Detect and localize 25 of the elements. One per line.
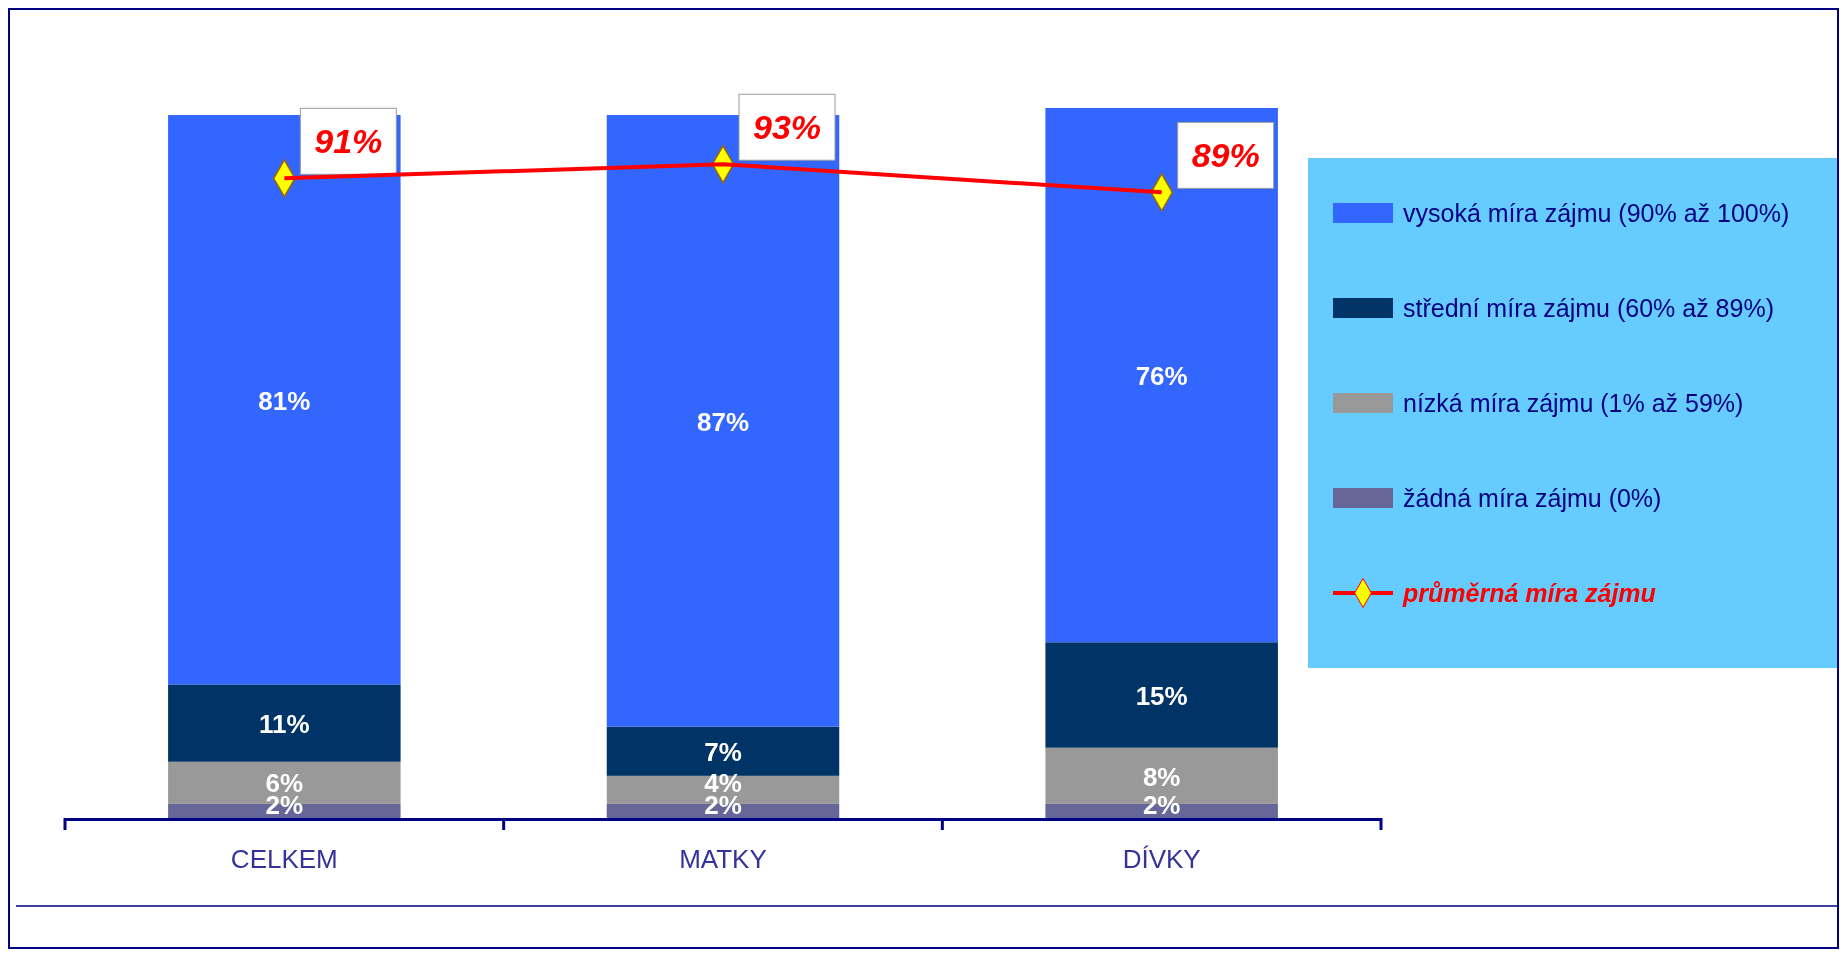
bar <box>168 684 401 762</box>
data-label: 76% <box>1135 361 1188 392</box>
data-label: 8% <box>1142 761 1181 792</box>
x-tick-label: DÍVKY <box>1122 844 1201 874</box>
legend-label: nízká míra zájmu (1% až 59%) <box>1403 389 1744 417</box>
data-label: 93% <box>752 108 822 147</box>
data-label: 2% <box>1142 790 1181 820</box>
x-tick-label: CELKEM <box>230 844 338 874</box>
legend-label: průměrná míra zájmu <box>1402 579 1656 607</box>
data-label: 11% <box>259 709 310 740</box>
data-label: 87% <box>696 406 750 437</box>
data-label: 15% <box>1135 680 1188 711</box>
bar <box>606 115 840 727</box>
data-label: 91% <box>314 122 383 161</box>
legend-label: žádná míra zájmu (0%) <box>1403 484 1662 512</box>
data-label: 7% <box>704 737 742 768</box>
data-label: 89% <box>1191 136 1260 175</box>
data-label: 81% <box>258 385 311 416</box>
x-tick-label: MATKY <box>679 844 767 874</box>
legend-label: vysoká míra zájmu (90% až 100%) <box>1403 199 1790 227</box>
bar <box>1045 108 1278 643</box>
bar <box>168 115 401 685</box>
bar <box>1045 642 1278 748</box>
legend-label: střední míra zájmu (60% až 89%) <box>1403 294 1774 322</box>
bar <box>606 726 840 776</box>
